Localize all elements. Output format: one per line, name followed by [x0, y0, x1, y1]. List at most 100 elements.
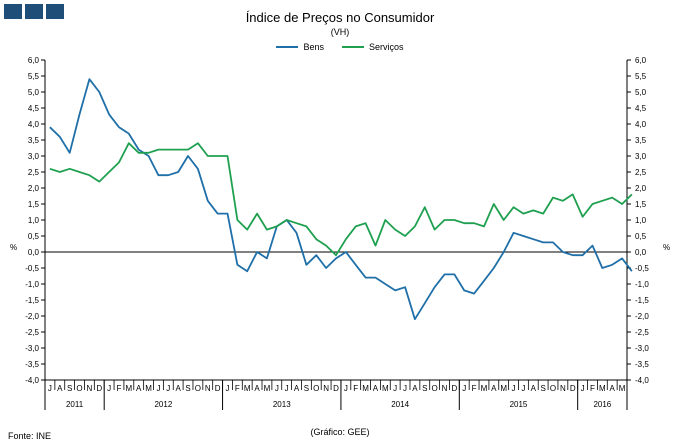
y-tick-label-left: 0,5	[28, 232, 40, 241]
month-label: A	[491, 384, 497, 393]
y-tick-label-right: 6,0	[635, 56, 647, 65]
chart-legend: Bens Serviços	[0, 42, 680, 52]
y-tick-label-left: -0,5	[25, 264, 39, 273]
logo-block-1	[4, 4, 22, 19]
y-tick-label-left: -1,0	[25, 280, 39, 289]
month-label: A	[610, 384, 616, 393]
month-label: M	[362, 384, 369, 393]
year-label: 2013	[273, 400, 291, 409]
month-label: J	[285, 384, 289, 393]
y-tick-label-left: -2,0	[25, 312, 39, 321]
y-tick-label-left: 0,0	[28, 248, 40, 257]
month-label: M	[244, 384, 251, 393]
year-label: 2015	[510, 400, 528, 409]
month-label: F	[472, 384, 477, 393]
legend-swatch-bens	[276, 46, 299, 48]
y-tick-label-left: -2,5	[25, 328, 39, 337]
y-tick-label-right: 3,0	[635, 152, 647, 161]
month-label: A	[175, 384, 181, 393]
y-unit-label-right: %	[663, 243, 670, 252]
month-label: O	[76, 384, 82, 393]
month-label: F	[590, 384, 595, 393]
month-label: N	[323, 384, 329, 393]
y-tick-label-right: 1,5	[635, 200, 647, 209]
month-label: N	[86, 384, 92, 393]
month-label: O	[313, 384, 319, 393]
month-label: S	[422, 384, 427, 393]
gee-logo	[4, 4, 64, 19]
month-label: J	[48, 384, 52, 393]
month-label: D	[333, 384, 339, 393]
y-tick-label-right: 5,5	[635, 72, 647, 81]
y-tick-label-right: 1,0	[635, 216, 647, 225]
month-label: M	[264, 384, 271, 393]
y-tick-label-right: -2,5	[635, 328, 649, 337]
y-tick-label-right: -1,5	[635, 296, 649, 305]
y-tick-label-left: 2,0	[28, 184, 40, 193]
month-label: J	[166, 384, 170, 393]
month-label: O	[195, 384, 201, 393]
month-label: J	[225, 384, 229, 393]
month-label: J	[393, 384, 397, 393]
month-label: J	[107, 384, 111, 393]
y-tick-label-right: 0,0	[635, 248, 647, 257]
y-tick-label-right: 5,0	[635, 88, 647, 97]
y-tick-label-right: 3,5	[635, 136, 647, 145]
y-tick-label-right: -3,5	[635, 360, 649, 369]
legend-item-servicos: Serviços	[342, 42, 404, 52]
y-tick-label-left: 5,0	[28, 88, 40, 97]
year-label: 2014	[391, 400, 409, 409]
month-label: D	[96, 384, 102, 393]
month-label: S	[304, 384, 309, 393]
month-label: J	[156, 384, 160, 393]
month-label: D	[570, 384, 576, 393]
month-label: N	[205, 384, 211, 393]
logo-block-3	[46, 4, 64, 19]
y-tick-label-right: -3,0	[635, 344, 649, 353]
y-tick-label-left: -4,0	[25, 376, 39, 385]
month-label: M	[500, 384, 507, 393]
y-tick-label-right: 2,0	[635, 184, 647, 193]
month-label: D	[215, 384, 221, 393]
y-tick-label-right: -2,0	[635, 312, 649, 321]
year-label: 2011	[66, 400, 84, 409]
chart-subtitle: (VH)	[330, 27, 350, 37]
month-label: F	[353, 384, 358, 393]
month-label: F	[117, 384, 122, 393]
month-label: O	[550, 384, 556, 393]
month-label: M	[599, 384, 606, 393]
logo-block-2	[25, 4, 43, 19]
month-label: M	[145, 384, 152, 393]
y-tick-label-left: 3,5	[28, 136, 40, 145]
y-tick-label-left: 5,5	[28, 72, 40, 81]
legend-item-bens: Bens	[276, 42, 324, 52]
month-label: J	[512, 384, 516, 393]
y-tick-label-right: 4,0	[635, 120, 647, 129]
legend-label-servicos: Serviços	[369, 42, 404, 52]
y-tick-label-left: -1,5	[25, 296, 39, 305]
y-tick-label-right: 2,5	[635, 168, 647, 177]
y-tick-label-left: 1,5	[28, 200, 40, 209]
year-label: 2016	[593, 400, 611, 409]
month-label: A	[531, 384, 537, 393]
month-label: M	[481, 384, 488, 393]
y-tick-label-left: 3,0	[28, 152, 40, 161]
month-label: S	[540, 384, 545, 393]
month-label: J	[462, 384, 466, 393]
month-label: O	[432, 384, 438, 393]
month-label: N	[442, 384, 448, 393]
year-label: 2012	[154, 400, 172, 409]
legend-swatch-servicos	[342, 46, 364, 48]
series-line-bens	[49, 78, 633, 321]
month-label: J	[403, 384, 407, 393]
y-tick-label-left: -3,0	[25, 344, 39, 353]
month-label: M	[382, 384, 389, 393]
y-unit-label-left: %	[10, 243, 17, 252]
source-note: Fonte: INE	[8, 431, 52, 441]
y-tick-label-left: 4,5	[28, 104, 40, 113]
month-label: A	[294, 384, 300, 393]
y-tick-label-right: -4,0	[635, 376, 649, 385]
y-tick-label-left: 1,0	[28, 216, 40, 225]
month-label: A	[412, 384, 418, 393]
